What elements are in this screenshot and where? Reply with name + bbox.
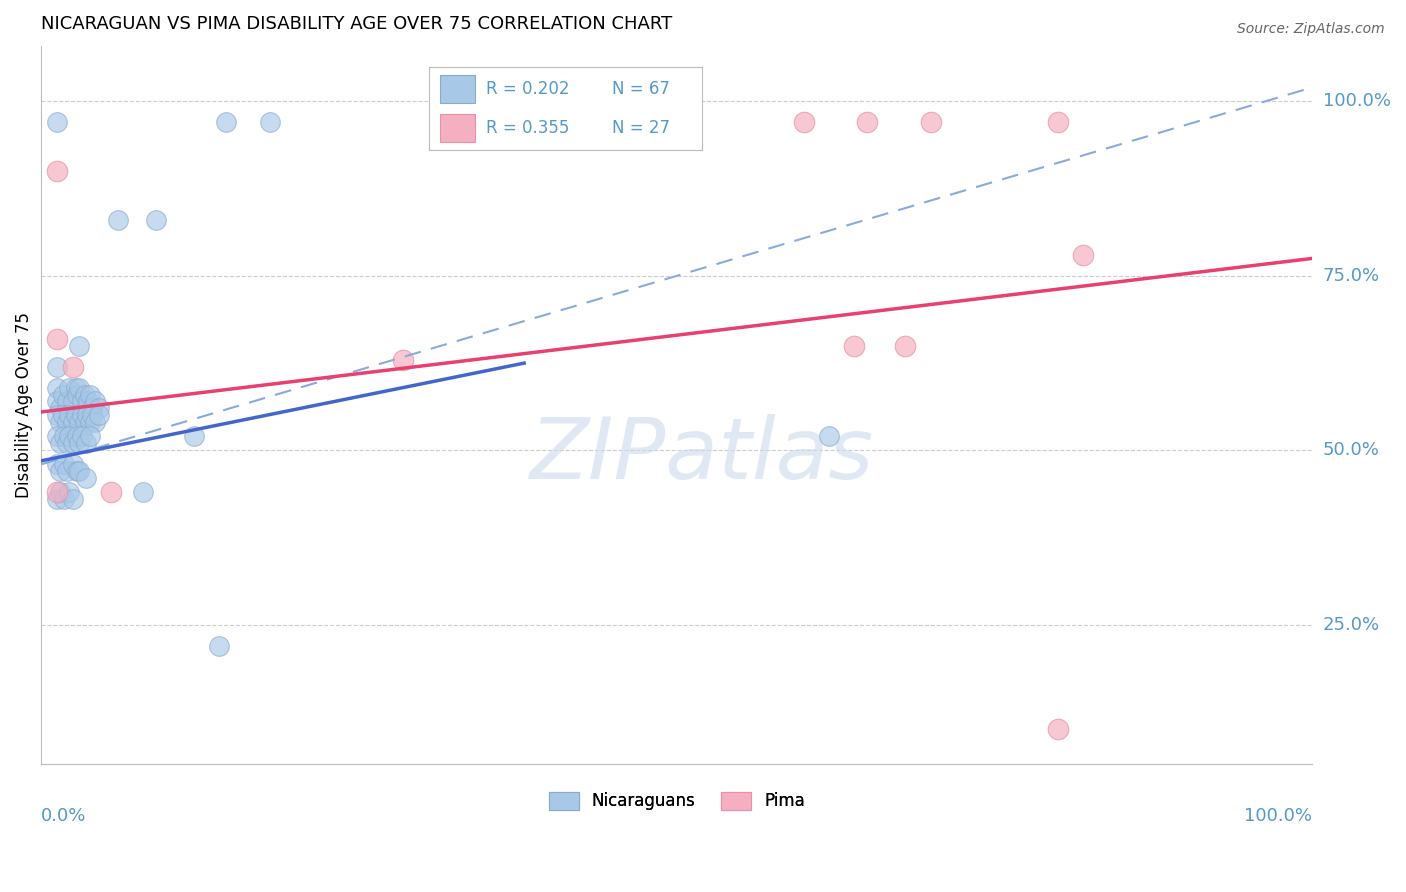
Point [62,416,84,430]
Point [69,416,91,430]
Point [53,429,76,443]
Point [844,339,866,353]
Point [45,115,67,129]
Text: 25.0%: 25.0% [1323,615,1381,633]
Point [79,387,101,401]
Point [45,332,67,346]
Point [62,436,84,450]
Point [65,409,87,423]
Point [45,359,67,374]
Point [45,429,67,443]
Point [55,464,77,478]
Point [82,401,104,416]
Point [87,409,110,423]
Point [62,394,84,409]
Point [73,387,96,401]
Point [66,464,89,478]
Point [53,457,76,471]
Point [55,436,77,450]
Point [920,115,942,129]
Text: 75.0%: 75.0% [1323,267,1381,285]
Point [1071,248,1094,262]
Point [82,409,104,423]
Point [70,409,93,423]
Point [75,401,97,416]
Point [45,409,67,423]
Point [76,409,98,423]
Point [1046,115,1069,129]
Point [856,115,879,129]
Point [49,464,72,478]
Point [77,394,100,409]
Point [259,115,281,129]
Point [45,380,67,394]
Point [69,339,91,353]
Point [45,394,67,409]
Point [66,387,89,401]
Point [79,416,101,430]
Point [75,436,97,450]
Point [83,394,105,409]
Point [70,429,93,443]
Point [793,115,815,129]
Point [1046,723,1069,737]
Point [55,394,77,409]
Point [53,492,76,507]
Point [49,485,72,500]
Point [73,416,96,430]
Text: ZIPatlas: ZIPatlas [530,414,875,497]
Point [107,213,129,227]
Point [69,380,91,394]
Point [75,471,97,485]
Point [79,429,101,443]
Y-axis label: Disability Age Over 75: Disability Age Over 75 [15,312,32,498]
Text: Source: ZipAtlas.com: Source: ZipAtlas.com [1237,22,1385,37]
Point [49,401,72,416]
Point [62,457,84,471]
Point [214,115,236,129]
Legend: Nicaraguans, Pima: Nicaraguans, Pima [541,785,811,817]
Point [69,436,91,450]
Point [58,429,80,443]
Point [52,409,75,423]
Point [83,416,105,430]
Point [62,359,84,374]
Point [58,409,80,423]
Text: 50.0%: 50.0% [1323,442,1379,459]
Point [45,485,67,500]
Point [145,213,167,227]
Text: NICARAGUAN VS PIMA DISABILITY AGE OVER 75 CORRELATION CHART: NICARAGUAN VS PIMA DISABILITY AGE OVER 7… [41,15,672,33]
Point [69,464,91,478]
Point [66,429,89,443]
Point [52,387,75,401]
Point [65,380,87,394]
Point [62,492,84,507]
Point [183,429,205,443]
Point [100,485,122,500]
Point [45,492,67,507]
Text: 100.0%: 100.0% [1323,93,1391,111]
Point [45,457,67,471]
Point [49,436,72,450]
Point [392,352,415,367]
Point [87,401,110,416]
Point [70,394,93,409]
Text: 100.0%: 100.0% [1244,807,1312,825]
Point [894,339,917,353]
Text: 0.0%: 0.0% [41,807,87,825]
Point [58,485,80,500]
Point [49,416,72,430]
Point [58,380,80,394]
Point [818,429,841,443]
Point [55,416,77,430]
Point [208,639,231,653]
Point [45,164,67,178]
Point [132,485,155,500]
